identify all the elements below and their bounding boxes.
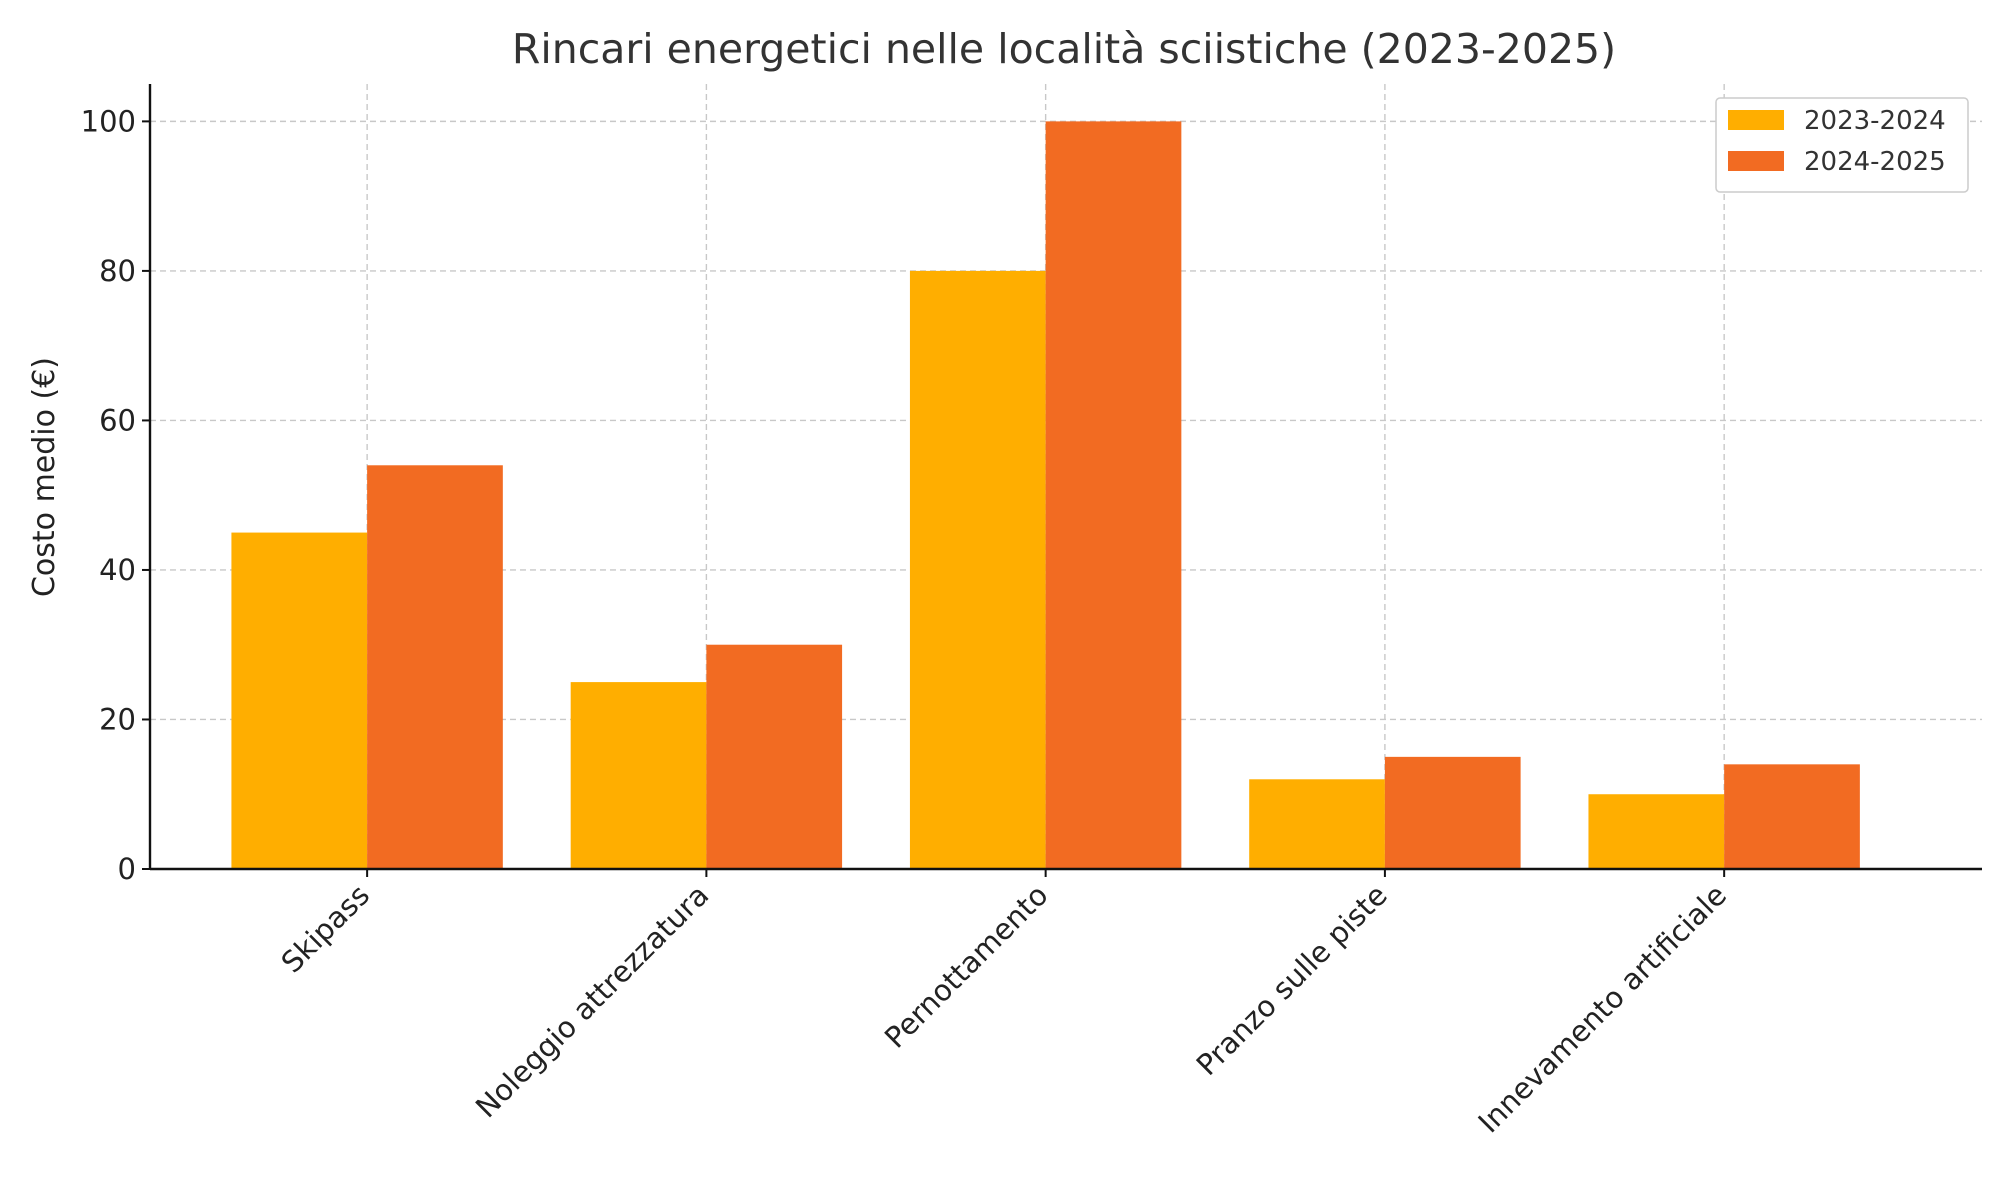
y-tick-label-2: 40: [99, 553, 136, 587]
y-tick-label-5: 100: [81, 104, 136, 138]
legend-label-0: 2023-2024: [1804, 106, 1946, 136]
axes: [148, 84, 1982, 871]
bar-series-0-0: [231, 532, 368, 869]
bar-series-1-3: [1384, 756, 1521, 869]
bar-series-0-3: [1249, 779, 1385, 869]
legend-swatch-0: [1728, 110, 1784, 130]
bar-series-0-4: [1588, 794, 1725, 869]
legend: 2023-2024 2024-2025: [1715, 97, 1969, 193]
y-ticks: 0 20 40 60 80 100: [81, 104, 150, 886]
chart-title: Rincari energetici nelle località sciist…: [512, 25, 1616, 73]
y-tick-label-1: 20: [99, 702, 136, 736]
legend-swatch-1: [1728, 151, 1784, 171]
y-tick-label-3: 60: [99, 403, 136, 437]
bars: [231, 121, 1860, 869]
bar-series-1-0: [367, 465, 503, 869]
y-axis-label: Costo medio (€): [27, 357, 62, 597]
y-tick-label-4: 80: [99, 254, 136, 288]
bar-series-1-2: [1045, 121, 1182, 869]
y-tick-label-0: 0: [118, 852, 136, 886]
legend-label-1: 2024-2025: [1804, 147, 1946, 177]
bar-series-1-1: [706, 644, 843, 869]
bar-series-0-1: [570, 682, 707, 869]
bar-series-1-4: [1724, 764, 1860, 869]
bar-series-0-2: [909, 270, 1046, 869]
